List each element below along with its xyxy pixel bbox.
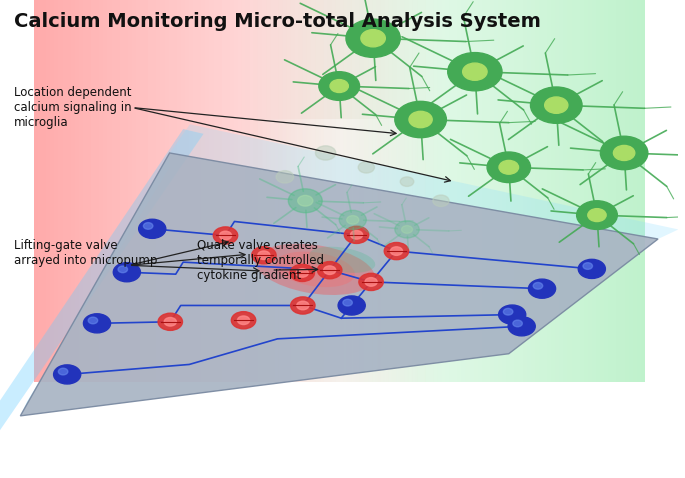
Circle shape bbox=[409, 111, 432, 128]
Circle shape bbox=[113, 263, 140, 282]
Polygon shape bbox=[170, 124, 678, 239]
Circle shape bbox=[290, 297, 315, 314]
Circle shape bbox=[577, 201, 617, 229]
Circle shape bbox=[503, 308, 513, 315]
Polygon shape bbox=[0, 129, 203, 430]
Circle shape bbox=[433, 195, 449, 206]
Circle shape bbox=[319, 72, 360, 100]
Circle shape bbox=[395, 101, 447, 138]
Circle shape bbox=[232, 312, 256, 329]
Circle shape bbox=[508, 317, 535, 336]
Circle shape bbox=[583, 263, 593, 270]
Circle shape bbox=[499, 305, 526, 324]
Circle shape bbox=[296, 269, 308, 277]
Circle shape bbox=[487, 152, 530, 183]
Ellipse shape bbox=[256, 244, 375, 295]
Circle shape bbox=[138, 219, 166, 239]
Circle shape bbox=[588, 208, 606, 221]
Circle shape bbox=[351, 230, 362, 239]
Circle shape bbox=[339, 210, 366, 229]
Circle shape bbox=[365, 278, 377, 286]
Circle shape bbox=[600, 136, 648, 170]
Circle shape bbox=[614, 145, 635, 161]
Text: Quake valve creates
temporally controlled
cytokine gradient: Quake valve creates temporally controlle… bbox=[197, 239, 324, 282]
Circle shape bbox=[338, 296, 365, 315]
Ellipse shape bbox=[309, 247, 375, 273]
Circle shape bbox=[578, 260, 606, 279]
Circle shape bbox=[258, 251, 270, 260]
Circle shape bbox=[462, 63, 487, 80]
Circle shape bbox=[58, 368, 68, 375]
Text: Lifting-gate valve
arrayed into micropump: Lifting-gate valve arrayed into micropum… bbox=[14, 239, 157, 267]
Circle shape bbox=[330, 80, 349, 93]
Circle shape bbox=[316, 146, 336, 160]
Circle shape bbox=[361, 30, 386, 47]
Circle shape bbox=[358, 162, 375, 173]
Circle shape bbox=[213, 227, 238, 244]
Circle shape bbox=[390, 247, 403, 255]
Circle shape bbox=[290, 264, 314, 282]
Circle shape bbox=[53, 365, 81, 384]
Circle shape bbox=[533, 282, 543, 289]
Circle shape bbox=[395, 221, 419, 238]
Circle shape bbox=[164, 317, 176, 326]
Circle shape bbox=[347, 216, 359, 224]
Circle shape bbox=[323, 266, 336, 274]
Circle shape bbox=[530, 87, 582, 123]
Circle shape bbox=[118, 266, 127, 273]
Circle shape bbox=[346, 19, 400, 57]
Circle shape bbox=[384, 242, 409, 260]
Circle shape bbox=[251, 247, 276, 264]
Circle shape bbox=[158, 313, 182, 330]
Circle shape bbox=[345, 226, 369, 243]
Circle shape bbox=[84, 314, 110, 333]
Circle shape bbox=[400, 177, 414, 186]
Ellipse shape bbox=[275, 251, 355, 287]
Circle shape bbox=[219, 231, 232, 240]
Circle shape bbox=[317, 261, 342, 279]
Circle shape bbox=[276, 171, 294, 183]
Circle shape bbox=[288, 189, 322, 213]
Circle shape bbox=[238, 316, 249, 325]
Circle shape bbox=[343, 299, 352, 306]
Circle shape bbox=[448, 53, 502, 91]
Circle shape bbox=[528, 279, 556, 298]
Circle shape bbox=[401, 226, 412, 233]
Circle shape bbox=[513, 320, 523, 327]
Circle shape bbox=[499, 161, 519, 174]
Text: Calcium Monitoring Micro-total Analysis System: Calcium Monitoring Micro-total Analysis … bbox=[14, 12, 540, 31]
Circle shape bbox=[143, 223, 153, 229]
Text: Location dependent
calcium signaling in
microglia: Location dependent calcium signaling in … bbox=[14, 86, 132, 129]
Polygon shape bbox=[21, 153, 170, 416]
Circle shape bbox=[545, 97, 568, 113]
Circle shape bbox=[88, 317, 98, 324]
Circle shape bbox=[297, 301, 309, 310]
Polygon shape bbox=[21, 153, 658, 416]
Circle shape bbox=[359, 273, 384, 291]
Circle shape bbox=[298, 196, 313, 206]
